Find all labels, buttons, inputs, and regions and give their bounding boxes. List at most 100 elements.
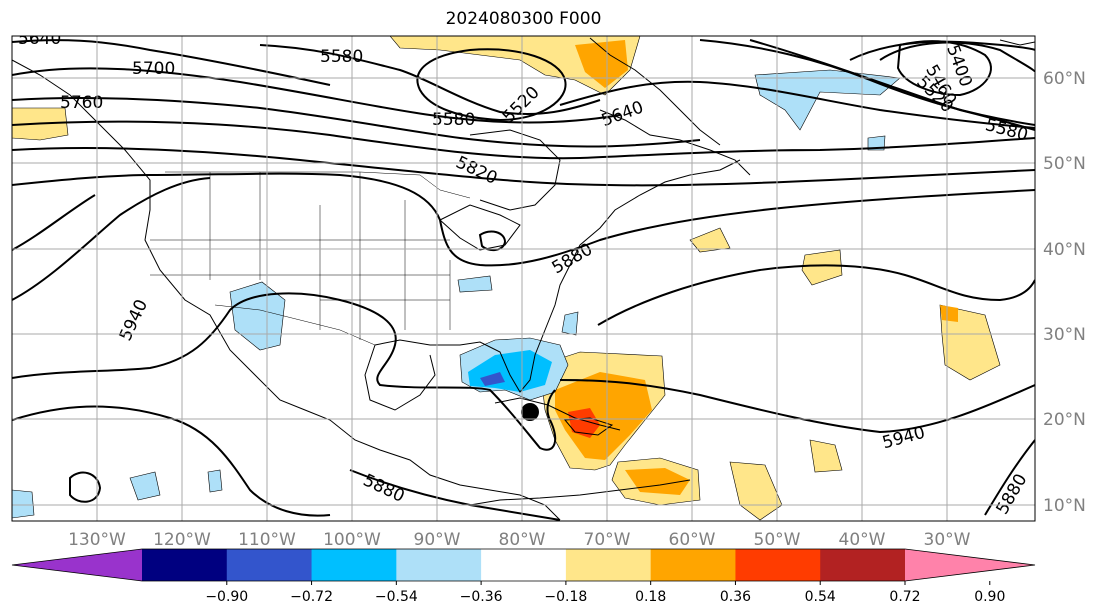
longitude-label: 70°W bbox=[584, 530, 631, 550]
contour-label: 5580 bbox=[320, 47, 363, 67]
longitude-label: 80°W bbox=[499, 530, 546, 550]
coast-cuba bbox=[494, 397, 621, 431]
coast-yucatan bbox=[364, 344, 436, 411]
contour-5940-south bbox=[559, 379, 1035, 434]
coast-iceland bbox=[999, 39, 1035, 46]
colorbar bbox=[11, 548, 1036, 582]
warm-anomaly-lesser-antilles-core bbox=[625, 468, 690, 495]
warm-anomaly-caribbean-core bbox=[555, 372, 652, 460]
latitude-axis: 60°N 50°N 40°N 30°N 20°N 10°N bbox=[1043, 69, 1086, 516]
contour-label: 5640 bbox=[18, 29, 61, 49]
coast-hispaniola bbox=[563, 417, 614, 436]
colorbar-segment bbox=[565, 549, 652, 581]
cool-anomaly-pacific bbox=[129, 471, 161, 501]
contour-5940-main bbox=[12, 292, 557, 451]
contour-5520-greenland bbox=[849, 40, 1035, 61]
contour-5940-west bbox=[12, 177, 211, 301]
contour-5580-north bbox=[259, 44, 601, 116]
colorbar-segment bbox=[481, 549, 567, 581]
colorbar-tick-label: 0.18 bbox=[635, 589, 666, 605]
coast-south-america bbox=[469, 479, 691, 506]
cool-anomaly-atlantic-east bbox=[867, 135, 886, 151]
warm-anomaly-atlantic-3 bbox=[939, 304, 1001, 381]
contour-5520-low bbox=[416, 48, 567, 122]
contour-label: 5580 bbox=[432, 110, 475, 130]
colorbar-tick-label: 0.36 bbox=[720, 589, 751, 605]
map-title: 2024080300 F000 bbox=[445, 9, 602, 29]
warm-anomaly-atlantic-3-core bbox=[940, 305, 958, 322]
longitude-label: 50°W bbox=[754, 530, 801, 550]
contour-5880-pacific bbox=[12, 405, 331, 517]
latitude-label: 10°N bbox=[1043, 496, 1086, 516]
anomaly-shading bbox=[12, 36, 1001, 521]
coast-north-america bbox=[12, 59, 561, 521]
colorbar-tick-label: 0.54 bbox=[805, 589, 836, 605]
longitude-label: 120°W bbox=[153, 530, 211, 550]
cool-anomaly-se-atlantic bbox=[561, 311, 579, 336]
contour-label: 5760 bbox=[60, 93, 103, 113]
longitude-label: 30°W bbox=[924, 530, 971, 550]
longitude-label: 130°W bbox=[68, 530, 126, 550]
colorbar-segment bbox=[311, 549, 397, 581]
colorbar-segment bbox=[735, 549, 821, 581]
contour-5940-atlantic bbox=[597, 264, 1035, 326]
colorbar-extend-high bbox=[905, 549, 1035, 581]
coast-canada-east bbox=[599, 109, 751, 176]
longitude-label: 90°W bbox=[414, 530, 461, 550]
contour-5700 bbox=[12, 67, 621, 124]
map-border bbox=[11, 35, 1036, 522]
latitude-label: 30°N bbox=[1043, 325, 1086, 345]
colorbar-tick-label: −0.90 bbox=[205, 589, 248, 605]
coastlines bbox=[12, 37, 1035, 521]
political-borders bbox=[150, 171, 471, 346]
colorbar-outline bbox=[11, 548, 1036, 582]
latitude-label: 50°N bbox=[1043, 154, 1086, 174]
warm-anomaly-atlantic-4 bbox=[809, 439, 843, 473]
warm-anomaly-atlantic-1 bbox=[689, 227, 731, 253]
longitude-axis: 130°W 120°W 110°W 100°W 90°W 80°W 70°W 6… bbox=[68, 530, 971, 550]
colorbar-tick-label: 0.90 bbox=[974, 589, 1005, 605]
colorbar-tick-label: −0.54 bbox=[375, 589, 418, 605]
coast-greenland bbox=[589, 37, 721, 146]
gridlines bbox=[12, 36, 1035, 521]
longitude-label: 100°W bbox=[323, 530, 381, 550]
contour-5880-pacific-closed bbox=[69, 471, 102, 503]
cool-anomaly-mexico bbox=[229, 281, 286, 351]
colorbar-segment bbox=[396, 549, 482, 581]
contour-5760 bbox=[12, 97, 701, 148]
colorbar-segment bbox=[820, 549, 906, 581]
warm-anomaly-caribbean-peak bbox=[568, 408, 600, 438]
longitude-label: 40°W bbox=[839, 530, 886, 550]
contour-5880-north bbox=[12, 172, 1035, 267]
contour-5640-greenland bbox=[749, 39, 1035, 131]
storm-center-marker bbox=[521, 403, 539, 421]
coast-gulf bbox=[374, 159, 741, 393]
contour-5640-west bbox=[12, 39, 331, 86]
contour-5580-main bbox=[12, 120, 1035, 160]
contour-5640-east bbox=[559, 80, 1035, 129]
contour-5880-west bbox=[12, 194, 96, 251]
colorbar-extend-low bbox=[12, 549, 142, 581]
longitude-label: 60°W bbox=[669, 530, 716, 550]
coast-hudson bbox=[469, 129, 561, 211]
cool-anomaly-florida-peak bbox=[480, 372, 505, 386]
latitude-label: 20°N bbox=[1043, 410, 1086, 430]
cool-anomaly-pacific-2 bbox=[207, 469, 223, 493]
colorbar-tick-label: −0.72 bbox=[290, 589, 333, 605]
warm-anomaly-atlantic-2 bbox=[801, 249, 843, 286]
great-lakes bbox=[439, 204, 521, 251]
longitude-label: 110°W bbox=[238, 530, 296, 550]
colorbar-segment bbox=[226, 549, 313, 581]
contour-5820 bbox=[12, 147, 1035, 187]
contour-5880-se bbox=[984, 439, 1035, 516]
warm-anomaly-greenland-core bbox=[575, 40, 628, 88]
colorbar-segment bbox=[142, 549, 228, 581]
colorbar-tick-label: 0.72 bbox=[889, 589, 920, 605]
height-contours bbox=[12, 39, 1035, 521]
contour-5460-greenland bbox=[879, 41, 1035, 73]
latitude-label: 60°N bbox=[1043, 69, 1086, 89]
colorbar-segment bbox=[650, 549, 736, 581]
cool-anomaly-lake bbox=[457, 275, 493, 293]
colorbar-tick-label: −0.18 bbox=[544, 589, 587, 605]
